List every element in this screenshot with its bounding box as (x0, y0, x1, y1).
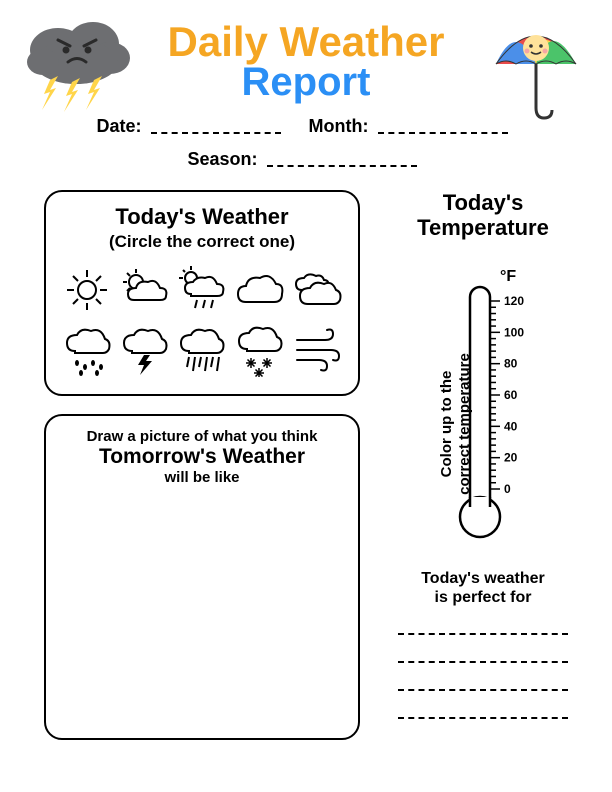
tomorrow-line3: will be like (60, 469, 344, 486)
tomorrow-line2: Tomorrow's Weather (60, 445, 344, 469)
rain-icon[interactable] (60, 322, 113, 378)
svg-text:60: 60 (504, 388, 518, 402)
tomorrow-line1: Draw a picture of what you think (60, 428, 344, 445)
perfect-blank-2[interactable] (398, 649, 568, 663)
temp-instruction: Color up to the correct temperature (438, 324, 474, 524)
svg-text:20: 20 (504, 450, 518, 464)
season-label: Season: (187, 149, 257, 169)
todays-weather-title: Today's Weather (60, 204, 344, 230)
thunderstorm-icon[interactable] (117, 322, 170, 378)
svg-text:°F: °F (500, 268, 516, 285)
perfect-blank-4[interactable] (398, 705, 568, 719)
month-label: Month: (309, 116, 369, 136)
perfect-blank-3[interactable] (398, 677, 568, 691)
svg-text:0: 0 (504, 482, 511, 496)
svg-text:40: 40 (504, 419, 518, 433)
svg-text:100: 100 (504, 325, 524, 339)
season-row: Season: (0, 149, 612, 170)
todays-weather-sub: (Circle the correct one) (60, 232, 344, 252)
snow-icon[interactable] (232, 322, 286, 378)
cloudy-icon[interactable] (232, 262, 286, 318)
season-line[interactable] (267, 153, 417, 167)
date-line[interactable] (151, 120, 281, 134)
svg-text:80: 80 (504, 356, 518, 370)
perfect-line2: is perfect for (398, 588, 568, 607)
todays-weather-box: Today's Weather (Circle the correct one) (44, 190, 360, 396)
title-line1: Daily Weather (0, 18, 612, 66)
temp-title2: Temperature (398, 215, 568, 240)
overcast-icon[interactable] (290, 262, 344, 318)
tomorrow-box[interactable]: Draw a picture of what you think Tomorro… (44, 414, 360, 740)
perfect-line1: Today's weather (398, 569, 568, 588)
temp-title1: Today's (398, 190, 568, 215)
sun-rain-icon[interactable] (175, 262, 228, 318)
partly-cloudy-icon[interactable] (117, 262, 170, 318)
perfect-blank-1[interactable] (398, 621, 568, 635)
date-label: Date: (96, 116, 141, 136)
heavy-rain-icon[interactable] (175, 322, 228, 378)
wind-icon[interactable] (290, 322, 344, 378)
svg-text:120: 120 (504, 294, 524, 308)
sunny-icon[interactable] (60, 262, 113, 318)
title-line2: Report (0, 60, 612, 105)
